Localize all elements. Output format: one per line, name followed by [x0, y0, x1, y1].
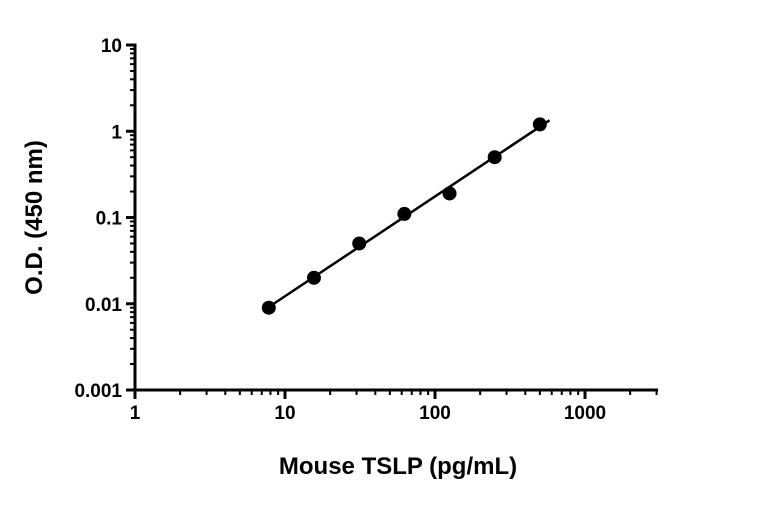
data-point	[487, 150, 502, 165]
plot-layer: 1 10 100 1000 0.001 0.01 0.1 1 10	[74, 36, 659, 424]
y-axis-title: O.D. (450 nm)	[21, 140, 48, 295]
axis-lines	[133, 43, 659, 392]
x-tick-label: 100	[419, 403, 451, 424]
y-tick-label: 0.001	[74, 381, 122, 402]
y-tick-label: 0.1	[96, 209, 123, 230]
x-tick-label: 1000	[564, 403, 606, 424]
data-point	[306, 270, 321, 285]
y-tick-label: 1	[111, 122, 122, 143]
data-point	[442, 186, 457, 201]
data-point	[352, 236, 367, 251]
y-tick-label: 0.01	[85, 295, 122, 316]
y-tick-label: 10	[101, 36, 122, 57]
x-tick-label: 1	[130, 403, 141, 424]
data-point	[532, 117, 547, 132]
data-point	[397, 206, 412, 221]
data-point	[261, 300, 276, 315]
x-tick-label: 10	[274, 403, 295, 424]
x-axis-title: Mouse TSLP (pg/mL)	[279, 453, 517, 480]
